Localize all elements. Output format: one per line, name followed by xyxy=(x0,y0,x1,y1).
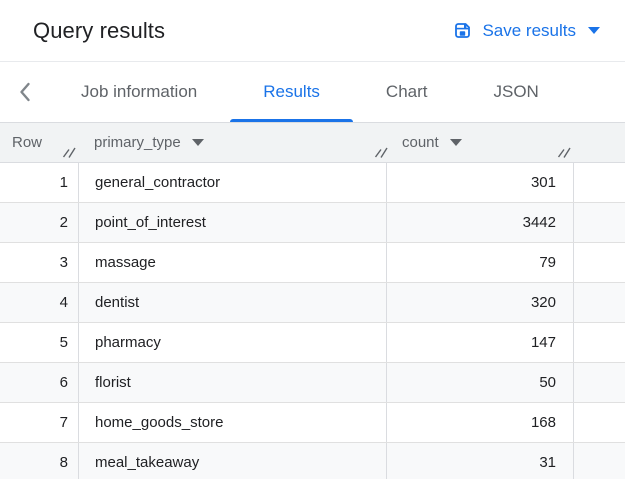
active-tab-indicator xyxy=(230,119,353,122)
count-cell: 301 xyxy=(386,163,573,202)
row-number-cell: 2 xyxy=(0,203,78,242)
primary-type-cell-text: general_contractor xyxy=(95,174,221,191)
tab-label: JSON xyxy=(493,82,539,101)
row-number-cell-text: 1 xyxy=(59,174,68,191)
tab-list: Job information Results Chart JSON xyxy=(48,62,572,122)
count-cell-text: 168 xyxy=(530,414,556,431)
tabbar: Job information Results Chart JSON xyxy=(0,62,625,123)
save-results-button[interactable]: Save results xyxy=(453,21,600,41)
row-number-cell-text: 2 xyxy=(59,214,68,231)
table-row: 7 home_goods_store 168 xyxy=(0,403,625,443)
column-header-row: Row xyxy=(0,123,78,162)
count-cell-text: 3442 xyxy=(522,214,556,231)
count-cell: 147 xyxy=(386,323,573,362)
count-cell-text: 50 xyxy=(539,374,556,391)
table-row: 5 pharmacy 147 xyxy=(0,323,625,363)
table-row: 6 florist 50 xyxy=(0,363,625,403)
row-number-cell: 5 xyxy=(0,323,78,362)
table-body: 1 general_contractor 301 2 point_of_interest… xyxy=(0,163,625,479)
count-cell: 50 xyxy=(386,363,573,402)
count-cell: 79 xyxy=(386,243,573,282)
row-number-cell: 7 xyxy=(0,403,78,442)
page-title: Query results xyxy=(33,17,166,43)
row-number-cell-text: 7 xyxy=(59,414,68,431)
tab-label: Results xyxy=(263,82,320,101)
count-cell: 168 xyxy=(386,403,573,442)
tab-label: Job information xyxy=(81,82,198,101)
save-icon xyxy=(453,21,472,40)
primary-type-cell-text: meal_takeaway xyxy=(95,454,200,471)
column-header-filler xyxy=(573,123,625,162)
count-cell: 31 xyxy=(386,443,573,479)
primary-type-cell: massage xyxy=(78,243,386,282)
column-resize-handle-icon[interactable] xyxy=(62,147,76,158)
filler-cell xyxy=(573,163,625,202)
primary-type-cell-text: point_of_interest xyxy=(95,214,206,231)
primary-type-cell: florist xyxy=(78,363,386,402)
tab-label: Chart xyxy=(385,82,428,101)
caret-down-icon[interactable] xyxy=(191,139,204,146)
row-number-cell-text: 3 xyxy=(59,254,68,271)
column-header-label: Row xyxy=(12,134,43,151)
table-row: 4 dentist 320 xyxy=(0,283,625,323)
filler-cell xyxy=(573,243,625,282)
row-number-cell: 6 xyxy=(0,363,78,402)
table-row: 2 point_of_interest 3442 xyxy=(0,203,625,243)
table-row: 3 massage 79 xyxy=(0,243,625,283)
row-number-cell: 3 xyxy=(0,243,78,282)
column-header-label: count xyxy=(402,134,439,151)
caret-down-icon[interactable] xyxy=(449,139,462,146)
count-cell: 320 xyxy=(386,283,573,322)
primary-type-cell: point_of_interest xyxy=(78,203,386,242)
primary-type-cell: pharmacy xyxy=(78,323,386,362)
column-resize-handle-icon[interactable] xyxy=(374,147,388,158)
count-cell-text: 147 xyxy=(530,334,556,351)
filler-cell xyxy=(573,403,625,442)
primary-type-cell-text: home_goods_store xyxy=(95,414,224,431)
titlebar: Query results Save results xyxy=(0,0,625,62)
count-cell-text: 320 xyxy=(530,294,556,311)
count-cell: 3442 xyxy=(386,203,573,242)
tab-results[interactable]: Results xyxy=(230,62,353,122)
column-resize-handle-icon[interactable] xyxy=(557,147,571,158)
caret-down-icon xyxy=(588,27,600,34)
filler-cell xyxy=(573,283,625,322)
column-header-count: count xyxy=(386,123,573,162)
filler-cell xyxy=(573,363,625,402)
primary-type-cell: meal_takeaway xyxy=(78,443,386,479)
tab-chart[interactable]: Chart xyxy=(353,62,461,122)
row-number-cell: 1 xyxy=(0,163,78,202)
table-row: 1 general_contractor 301 xyxy=(0,163,625,203)
tab-job-information[interactable]: Job information xyxy=(48,62,230,122)
column-header-primary-type: primary_type xyxy=(78,123,386,162)
tabs-scroll-left-button[interactable] xyxy=(12,62,38,122)
table-header-row: Row primary_type count xyxy=(0,123,625,163)
column-header-label: primary_type xyxy=(94,134,181,151)
primary-type-cell-text: florist xyxy=(95,374,131,391)
save-results-label: Save results xyxy=(482,20,576,40)
count-cell-text: 301 xyxy=(530,174,556,191)
row-number-cell-text: 8 xyxy=(59,454,68,471)
chevron-left-icon xyxy=(19,82,31,102)
row-number-cell: 4 xyxy=(0,283,78,322)
row-number-cell: 8 xyxy=(0,443,78,479)
filler-cell xyxy=(573,323,625,362)
primary-type-cell-text: pharmacy xyxy=(95,334,161,351)
primary-type-cell-text: massage xyxy=(95,254,156,271)
primary-type-cell: general_contractor xyxy=(78,163,386,202)
filler-cell xyxy=(573,203,625,242)
row-number-cell-text: 6 xyxy=(59,374,68,391)
count-cell-text: 31 xyxy=(539,454,556,471)
table-row: 8 meal_takeaway 31 xyxy=(0,443,625,479)
primary-type-cell-text: dentist xyxy=(95,294,140,311)
filler-cell xyxy=(573,443,625,479)
tab-json[interactable]: JSON xyxy=(461,62,572,122)
primary-type-cell: home_goods_store xyxy=(78,403,386,442)
row-number-cell-text: 5 xyxy=(59,334,68,351)
count-cell-text: 79 xyxy=(539,254,556,271)
primary-type-cell: dentist xyxy=(78,283,386,322)
row-number-cell-text: 4 xyxy=(59,294,68,311)
results-table: Row primary_type count xyxy=(0,123,625,479)
